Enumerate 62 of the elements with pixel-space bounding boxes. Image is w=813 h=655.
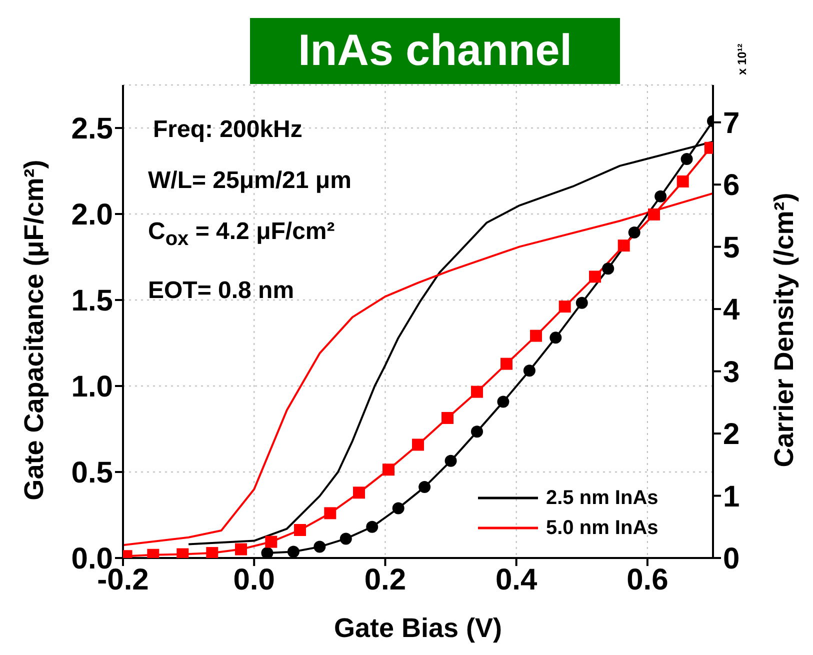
y-axis-title: Gate Capacitance (μF/cm²) — [18, 160, 50, 500]
annotation: W/L= 25μm/21 μm — [148, 166, 352, 196]
point — [576, 296, 588, 309]
point — [324, 507, 336, 520]
point — [418, 481, 431, 494]
point — [471, 386, 483, 398]
point — [654, 190, 667, 202]
point — [618, 240, 630, 252]
legend-label: 2.5 nm InAs — [546, 486, 658, 510]
point — [558, 300, 571, 313]
point — [206, 547, 218, 558]
point — [412, 438, 424, 451]
x-tick-label: 0.6 — [626, 563, 668, 596]
x-tick-label: 0.0 — [233, 563, 275, 596]
point — [676, 175, 689, 188]
point — [265, 536, 278, 548]
x-axis-title: Gate Bias (V) — [332, 612, 504, 644]
x-tick-label: 0.2 — [364, 563, 406, 596]
point — [628, 226, 640, 238]
point — [500, 358, 512, 370]
point — [523, 364, 536, 377]
point — [340, 532, 352, 545]
point — [287, 546, 300, 558]
y2-tick-label: 3 — [723, 356, 740, 389]
point — [602, 262, 614, 275]
point — [235, 543, 247, 556]
point — [392, 502, 404, 514]
point — [680, 153, 693, 166]
y2-axis-title: Carrier Density (/cm²) — [768, 192, 800, 468]
annotation: Freq: 200kHz — [153, 115, 304, 145]
point — [442, 412, 454, 424]
point — [353, 486, 365, 499]
point — [550, 332, 562, 344]
y2-tick-label: 4 — [723, 294, 740, 327]
y-tick-label: 1.0 — [71, 370, 113, 404]
y2-tick-label: 5 — [723, 231, 740, 264]
y-tick-label: 2.5 — [71, 112, 113, 146]
annotation: C$_{ox}$ = 4.2 μF/cm² — [148, 217, 336, 252]
text: x 10¹² — [735, 44, 749, 75]
y-tick-label: 2.0 — [71, 198, 113, 232]
legend-label: 5.0 nm InAs — [546, 516, 658, 540]
point — [366, 520, 378, 533]
y2-tick-label: 2 — [723, 418, 740, 452]
y-tick-label: 1.5 — [71, 284, 113, 318]
point — [294, 524, 306, 536]
point — [261, 547, 274, 558]
y2-tick-label: 0 — [723, 542, 740, 576]
point — [471, 426, 483, 438]
point — [648, 208, 660, 220]
point — [589, 270, 601, 283]
point — [314, 540, 326, 553]
y-tick-label: 0.5 — [71, 456, 113, 490]
point — [382, 464, 394, 476]
chart-title: InAs channel — [250, 18, 620, 84]
y2-tick-label: 1 — [723, 480, 740, 514]
point — [497, 396, 510, 408]
x-tick-label: 0.4 — [495, 563, 538, 596]
point — [530, 330, 542, 342]
annotation: EOT= 0.8 nm — [148, 276, 296, 306]
y2-tick-label: 7 — [723, 106, 740, 140]
y2-tick-label: 6 — [723, 169, 740, 202]
point — [444, 454, 457, 467]
